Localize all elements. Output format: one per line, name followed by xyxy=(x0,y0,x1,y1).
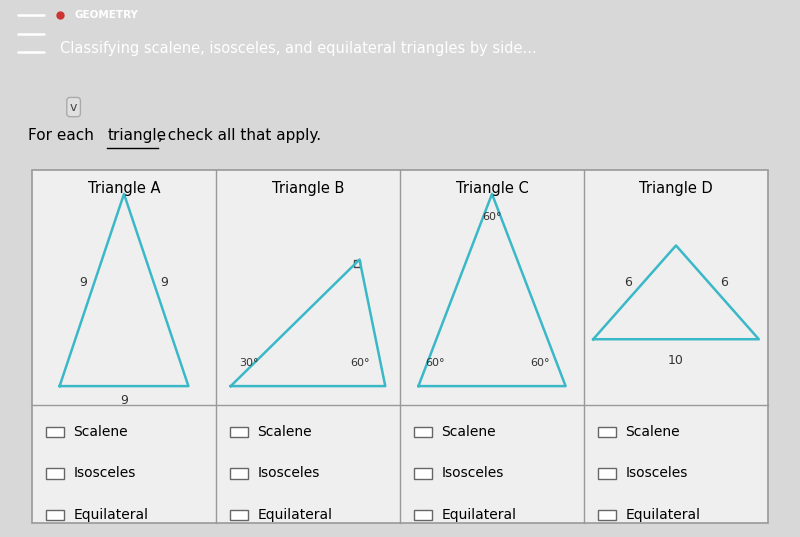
Text: Equilateral: Equilateral xyxy=(626,508,701,522)
Text: GEOMETRY: GEOMETRY xyxy=(74,10,138,20)
FancyBboxPatch shape xyxy=(32,171,768,523)
Text: Scalene: Scalene xyxy=(442,425,496,439)
Text: 6: 6 xyxy=(720,277,728,289)
Bar xyxy=(230,510,248,520)
Bar xyxy=(230,468,248,478)
Text: Isosceles: Isosceles xyxy=(442,467,504,481)
Text: 60°: 60° xyxy=(426,358,445,368)
Bar xyxy=(230,427,248,437)
Text: 9: 9 xyxy=(161,277,169,289)
Text: Triangle C: Triangle C xyxy=(456,181,528,196)
Text: , check all that apply.: , check all that apply. xyxy=(158,128,321,143)
Text: Scalene: Scalene xyxy=(74,425,128,439)
Text: 30°: 30° xyxy=(239,358,259,368)
Text: Equilateral: Equilateral xyxy=(258,508,333,522)
Bar xyxy=(46,510,64,520)
Text: Isosceles: Isosceles xyxy=(258,467,320,481)
Bar xyxy=(598,427,616,437)
Text: For each: For each xyxy=(28,128,98,143)
Text: Classifying scalene, isosceles, and equilateral triangles by side...: Classifying scalene, isosceles, and equi… xyxy=(60,41,537,56)
Bar xyxy=(598,510,616,520)
Text: Isosceles: Isosceles xyxy=(74,467,136,481)
Text: Isosceles: Isosceles xyxy=(626,467,688,481)
Bar xyxy=(414,427,432,437)
Text: Triangle A: Triangle A xyxy=(88,181,160,196)
Bar xyxy=(46,468,64,478)
Bar xyxy=(598,468,616,478)
Text: Scalene: Scalene xyxy=(626,425,680,439)
Text: 10: 10 xyxy=(668,354,684,367)
Text: 9: 9 xyxy=(79,277,87,289)
Text: Scalene: Scalene xyxy=(258,425,312,439)
Bar xyxy=(414,510,432,520)
Text: Triangle D: Triangle D xyxy=(639,181,713,196)
Text: Equilateral: Equilateral xyxy=(74,508,149,522)
Text: 6: 6 xyxy=(624,277,632,289)
Text: v: v xyxy=(70,100,78,113)
Text: 60°: 60° xyxy=(350,358,370,368)
Bar xyxy=(414,468,432,478)
Text: Triangle B: Triangle B xyxy=(272,181,344,196)
Bar xyxy=(46,427,64,437)
Text: 60°: 60° xyxy=(482,212,502,222)
Text: 60°: 60° xyxy=(530,358,550,368)
Text: 9: 9 xyxy=(120,394,128,407)
Text: triangle: triangle xyxy=(107,128,166,143)
Text: Equilateral: Equilateral xyxy=(442,508,517,522)
